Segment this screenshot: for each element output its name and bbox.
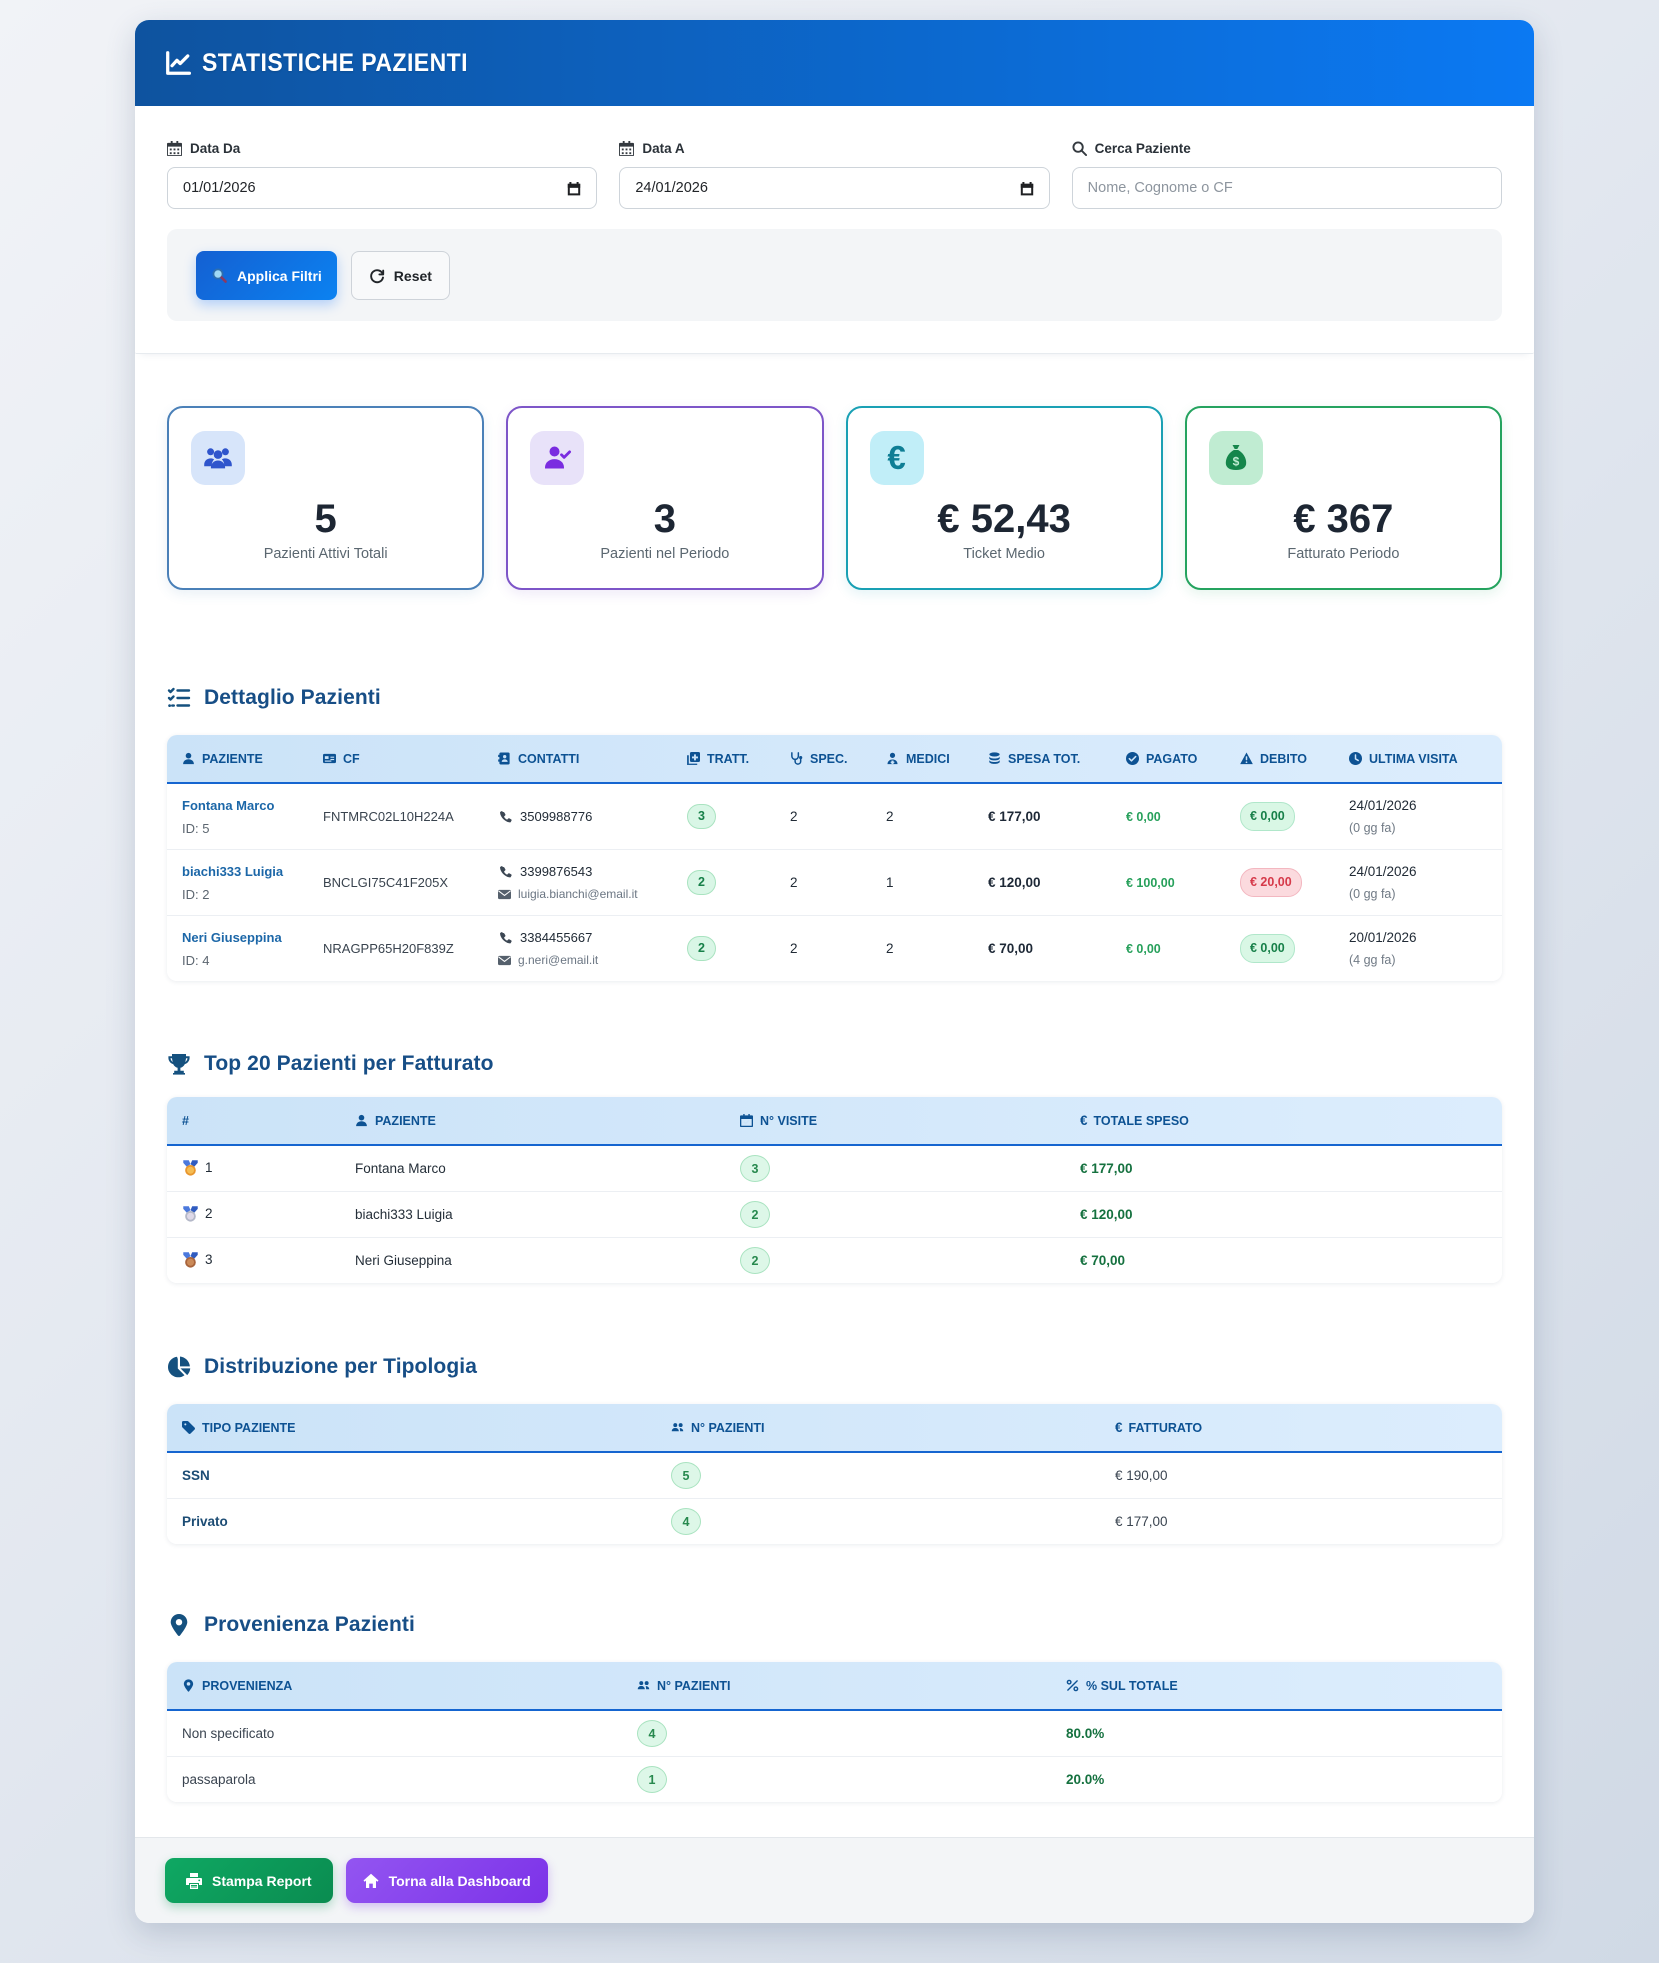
svg-text:$: $ [1232,455,1239,469]
